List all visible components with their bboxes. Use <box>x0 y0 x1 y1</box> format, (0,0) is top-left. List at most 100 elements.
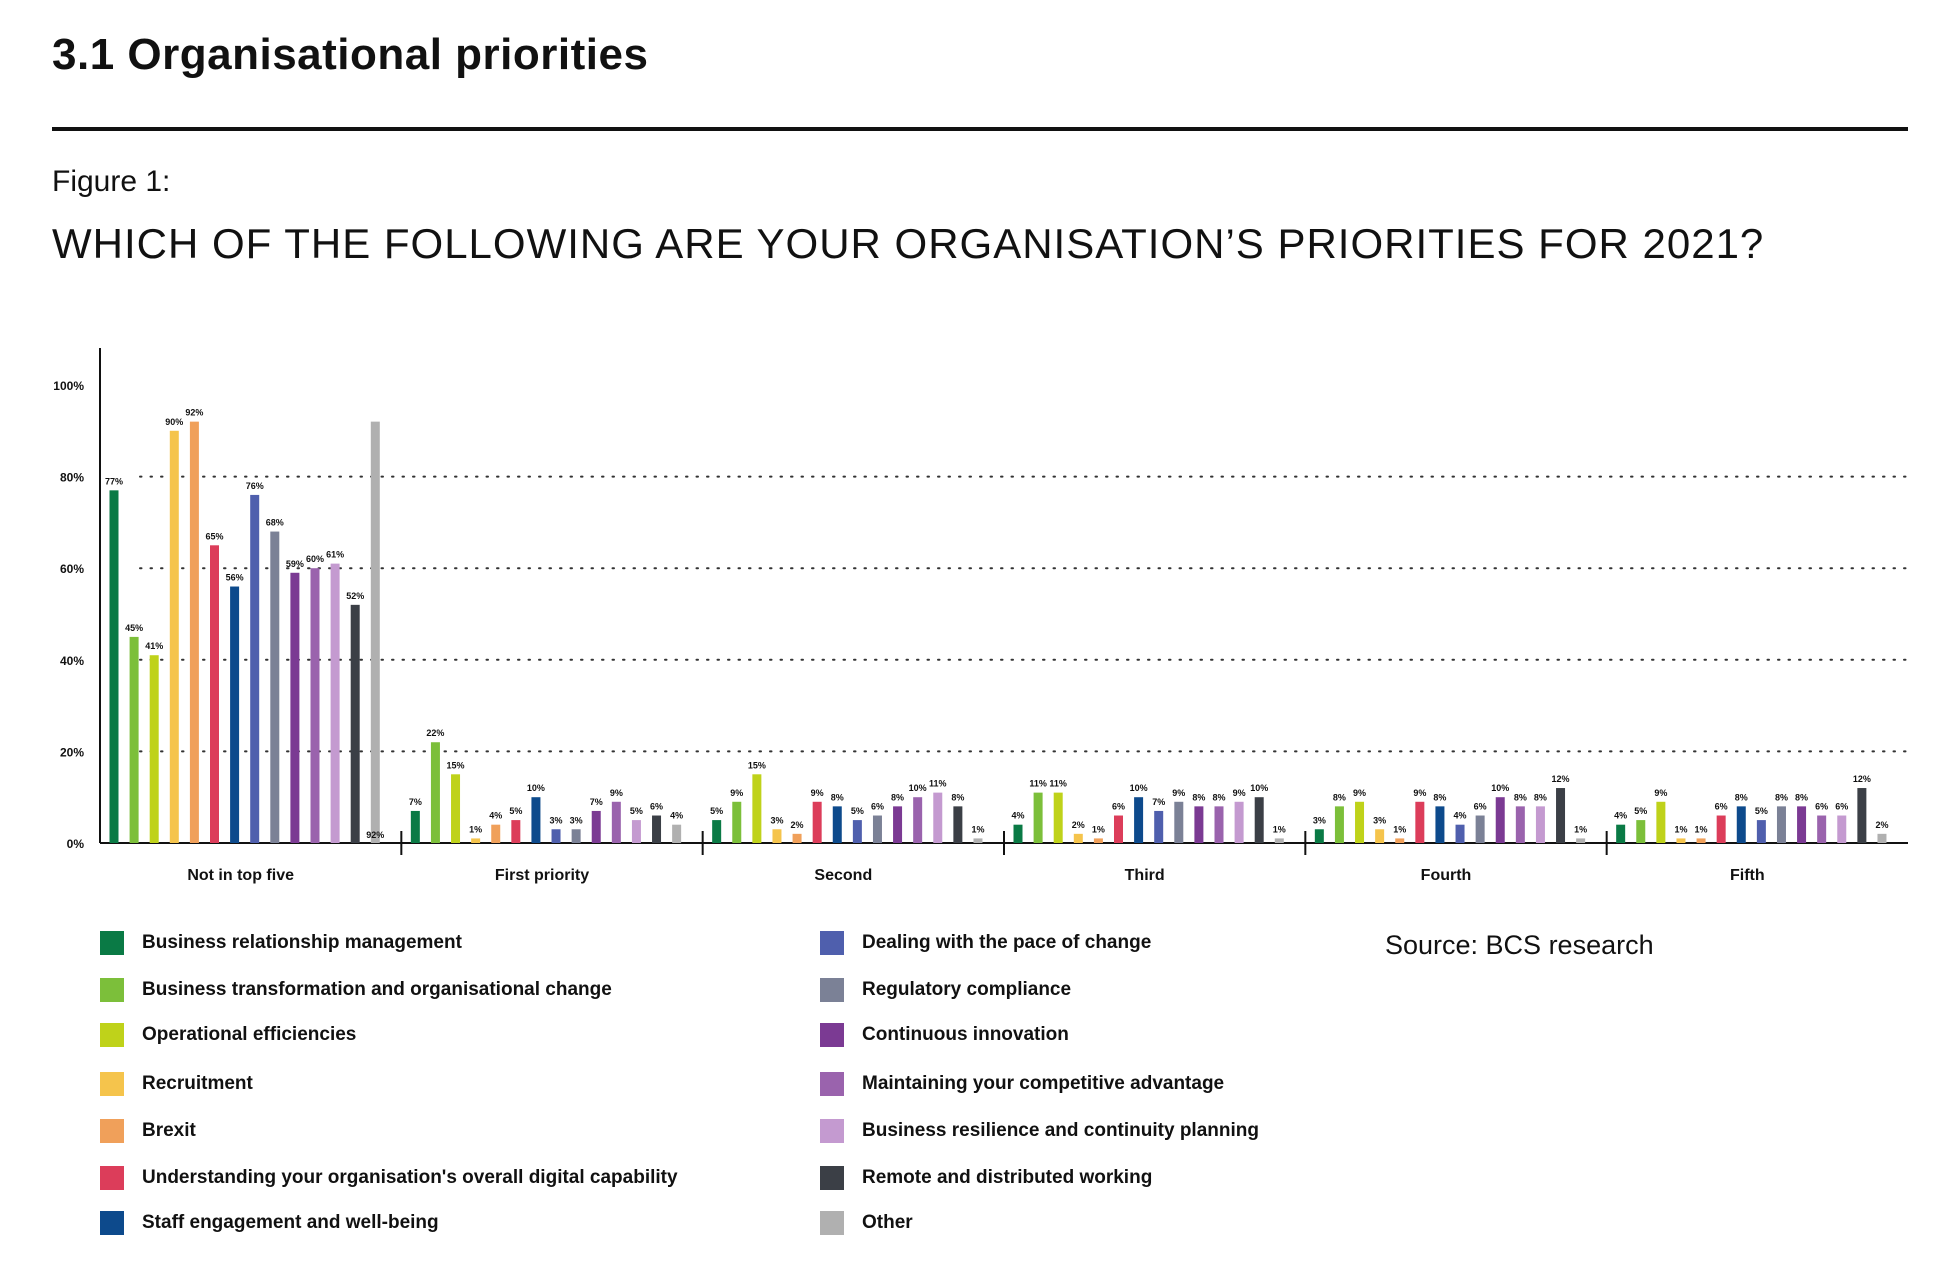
data-label: 2% <box>791 820 804 830</box>
data-label: 1% <box>971 824 984 834</box>
data-label: 7% <box>1152 797 1165 807</box>
bar <box>1756 820 1766 843</box>
data-label: 68% <box>266 518 284 528</box>
data-label: 4% <box>1614 811 1627 821</box>
bar <box>1114 815 1123 843</box>
bar <box>1375 829 1385 843</box>
data-label: 8% <box>1433 792 1446 802</box>
legend-label: Brexit <box>142 1120 196 1141</box>
data-label: 9% <box>610 788 623 798</box>
bar <box>1495 797 1505 843</box>
bar <box>732 801 742 843</box>
data-label: 2% <box>1072 820 1085 830</box>
legend-label: Regulatory compliance <box>862 979 1072 1000</box>
data-label: 59% <box>286 559 304 569</box>
legend-item: Staff engagement and well-being <box>100 1208 439 1238</box>
data-label: 2% <box>1875 820 1888 830</box>
legend-item: Remote and distributed working <box>820 1163 1152 1193</box>
data-label: 22% <box>426 728 444 738</box>
bar <box>571 829 581 843</box>
bar <box>1334 806 1344 843</box>
data-label: 1% <box>469 824 482 834</box>
data-label: 56% <box>226 573 244 583</box>
data-label: 8% <box>891 792 904 802</box>
bar <box>1134 797 1144 843</box>
data-label: 5% <box>1634 806 1647 816</box>
y-tick-label: 80% <box>60 471 84 485</box>
category-label: First priority <box>495 867 589 884</box>
data-label: 9% <box>1353 788 1366 798</box>
data-label: 10% <box>1130 783 1148 793</box>
category-label: Fourth <box>1421 867 1472 884</box>
data-label: 3% <box>1373 815 1386 825</box>
bar <box>511 820 521 843</box>
legend-label: Recruitment <box>142 1073 253 1094</box>
bar <box>1314 829 1324 843</box>
source-note: Source: BCS research <box>1385 930 1654 960</box>
bar <box>330 563 340 843</box>
bar <box>893 806 903 843</box>
data-label: 76% <box>246 481 264 491</box>
data-label: 4% <box>489 811 502 821</box>
data-label: 5% <box>509 806 522 816</box>
y-tick-label: 20% <box>60 745 84 759</box>
bar <box>471 838 481 843</box>
data-label: 9% <box>1233 788 1246 798</box>
data-label: 15% <box>447 760 465 770</box>
y-tick-label: 100% <box>53 379 84 393</box>
bar <box>1174 801 1184 843</box>
bar <box>1797 806 1807 843</box>
bar <box>852 820 862 843</box>
data-label: 7% <box>590 797 603 807</box>
data-label: 1% <box>1273 824 1286 834</box>
legend-item: Dealing with the pace of change <box>820 928 1151 958</box>
legend-item: Understanding your organisation's overal… <box>100 1163 678 1193</box>
data-label: 8% <box>951 792 964 802</box>
data-label: 1% <box>1393 824 1406 834</box>
data-label: 6% <box>871 802 884 812</box>
y-tick-label: 60% <box>60 562 84 576</box>
bar <box>772 829 782 843</box>
data-label: 4% <box>670 811 683 821</box>
data-label: 8% <box>1775 792 1788 802</box>
bar <box>953 806 963 843</box>
legend-item: Regulatory compliance <box>820 975 1071 1005</box>
legend-label: Maintaining your competitive advantage <box>862 1073 1225 1094</box>
data-label: 4% <box>1011 811 1024 821</box>
data-label: 6% <box>650 802 663 812</box>
legend-label: Understanding your organisation's overal… <box>142 1167 678 1188</box>
bar <box>1073 833 1083 843</box>
data-label: 60% <box>306 554 324 564</box>
data-label: 1% <box>1674 824 1687 834</box>
legend-swatch <box>820 1211 844 1235</box>
legend-swatch <box>100 1119 124 1143</box>
data-label: 10% <box>1250 783 1268 793</box>
bar <box>752 774 762 843</box>
legend-swatch <box>820 931 844 955</box>
data-label: 92% <box>185 408 203 418</box>
bar <box>551 829 561 843</box>
data-label: 3% <box>770 815 783 825</box>
data-label: 3% <box>1313 815 1326 825</box>
legend-item: Recruitment <box>100 1069 253 1099</box>
data-label: 5% <box>851 806 864 816</box>
bar <box>1093 838 1103 843</box>
legend-swatch <box>820 1119 844 1143</box>
bar <box>451 774 461 843</box>
data-label: 9% <box>1654 788 1667 798</box>
bar <box>812 801 822 843</box>
data-label: 90% <box>165 417 183 427</box>
bar <box>149 655 159 843</box>
category-label: Third <box>1125 867 1165 884</box>
bar <box>230 586 240 843</box>
bar <box>1857 788 1867 843</box>
data-label: 45% <box>125 623 143 633</box>
bar <box>1837 815 1847 843</box>
bar <box>310 568 320 843</box>
y-tick-label: 40% <box>60 654 84 668</box>
bar <box>1656 801 1666 843</box>
bar <box>1636 820 1646 843</box>
bar <box>591 810 601 843</box>
data-label: 41% <box>145 641 163 651</box>
data-label: 92% <box>366 830 384 840</box>
